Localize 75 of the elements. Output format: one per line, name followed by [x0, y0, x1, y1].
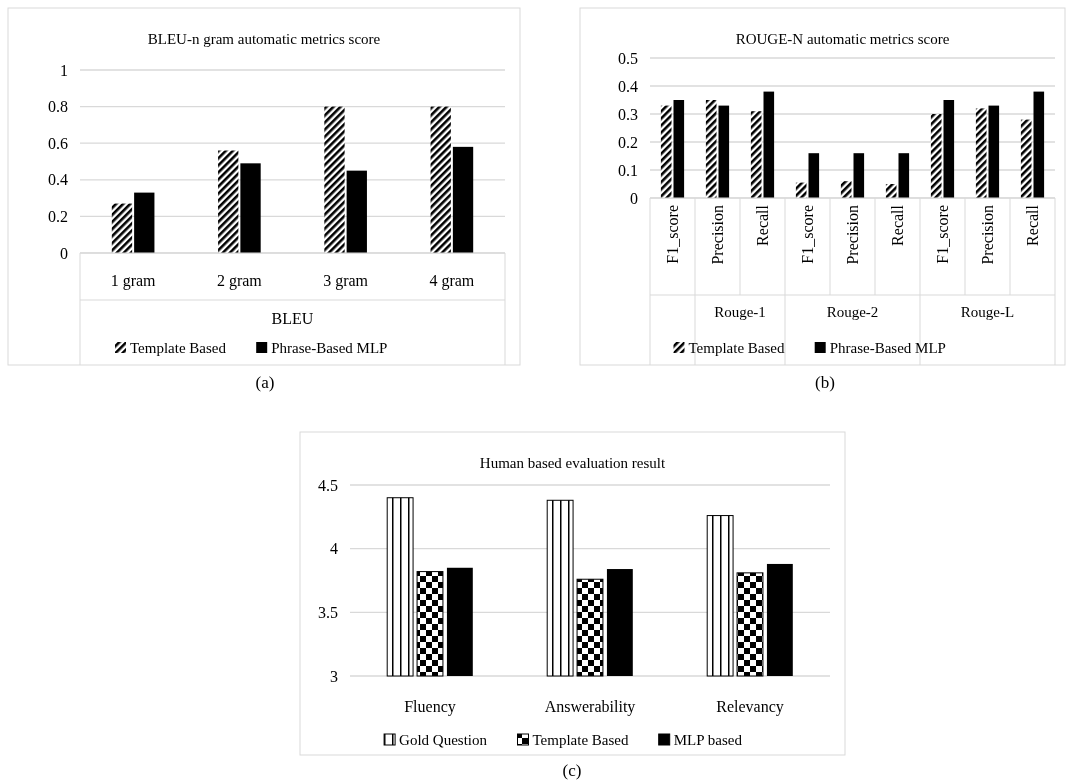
y-tick-label: 0.1 — [618, 161, 638, 179]
bar — [346, 170, 367, 253]
y-tick-label: 4 — [330, 540, 338, 558]
x-tick-label: Answerability — [544, 697, 636, 716]
bar — [111, 203, 133, 253]
text: (b) — [815, 373, 835, 392]
y-tick-label: 0 — [630, 189, 638, 207]
bar — [943, 100, 955, 198]
bar — [660, 105, 672, 198]
y-tick-label: 3 — [330, 667, 338, 685]
legend-label: Template Based — [532, 732, 629, 749]
text: Rouge-1 — [714, 304, 766, 321]
bar — [240, 163, 261, 253]
bar — [673, 100, 685, 198]
x-tick-label: 1 gram — [110, 271, 157, 290]
bar — [718, 105, 730, 198]
x-tick-label: Precision — [979, 205, 997, 265]
x-tick-label: Precision — [709, 205, 727, 265]
x-tick-label: F1_score — [664, 205, 682, 264]
y-tick-label: 0.3 — [618, 105, 638, 123]
chart-title: BLEU-n gram automatic metrics score — [147, 31, 381, 47]
text: Rouge-L — [960, 304, 1015, 321]
y-tick-label: 0.6 — [48, 134, 68, 152]
bar — [452, 146, 474, 253]
x-tick-label: Precision — [844, 205, 862, 265]
x-tick-label: Fluency — [404, 697, 456, 716]
text: (a) — [255, 373, 275, 392]
bar — [134, 192, 155, 253]
legend-label: Template Based — [130, 340, 227, 357]
x-axis-title: BLEU — [271, 309, 314, 327]
x-tick-label: Recall — [889, 204, 907, 246]
y-tick-label: 0.4 — [48, 171, 68, 189]
y-tick-label: 0.4 — [618, 77, 638, 95]
bar — [885, 184, 897, 198]
legend-label: Phrase-Based MLP — [271, 340, 388, 357]
x-tick-label: 3 gram — [323, 271, 369, 290]
x-tick-label: F1_score — [799, 205, 817, 264]
chart-title: Human based evaluation result — [479, 455, 667, 471]
bar — [853, 153, 865, 198]
legend-label: MLP based — [673, 732, 743, 749]
bar — [840, 181, 852, 198]
x-tick-label: Recall — [1024, 204, 1042, 246]
legend-label: Gold Question — [399, 732, 488, 749]
y-tick-label: 0.2 — [48, 208, 68, 225]
bar — [930, 114, 942, 198]
text: Rouge-2 — [826, 304, 879, 321]
x-tick-label: F1_score — [934, 205, 952, 264]
x-tick-label: Recall — [754, 204, 772, 246]
bar — [795, 182, 807, 198]
x-tick-label: 4 gram — [429, 271, 475, 290]
y-tick-label: 4.5 — [318, 476, 338, 494]
legend-label: Phrase-Based MLP — [829, 340, 946, 357]
y-tick-label: 1 — [60, 61, 68, 79]
bar — [1033, 91, 1045, 198]
y-tick-label: 0 — [60, 244, 68, 262]
y-tick-label: 0.8 — [48, 98, 68, 116]
bar — [898, 153, 910, 198]
bar — [763, 91, 775, 198]
bar — [975, 108, 987, 198]
bar — [808, 153, 820, 198]
x-tick-label: 2 gram — [216, 271, 263, 290]
chart-title: ROUGE-N automatic metrics score — [735, 31, 950, 47]
y-tick-label: 3.5 — [318, 603, 338, 621]
text: (c) — [562, 761, 582, 780]
y-tick-label: 0.5 — [618, 49, 638, 67]
bar — [750, 111, 762, 198]
legend-label: Template Based — [688, 340, 785, 357]
bar — [324, 106, 345, 253]
bar — [988, 105, 1000, 198]
bar — [218, 150, 239, 253]
bar — [430, 106, 451, 253]
bar — [1020, 119, 1032, 198]
x-tick-label: Relevancy — [716, 697, 784, 716]
bar — [705, 100, 717, 198]
y-tick-label: 0.2 — [618, 133, 638, 151]
